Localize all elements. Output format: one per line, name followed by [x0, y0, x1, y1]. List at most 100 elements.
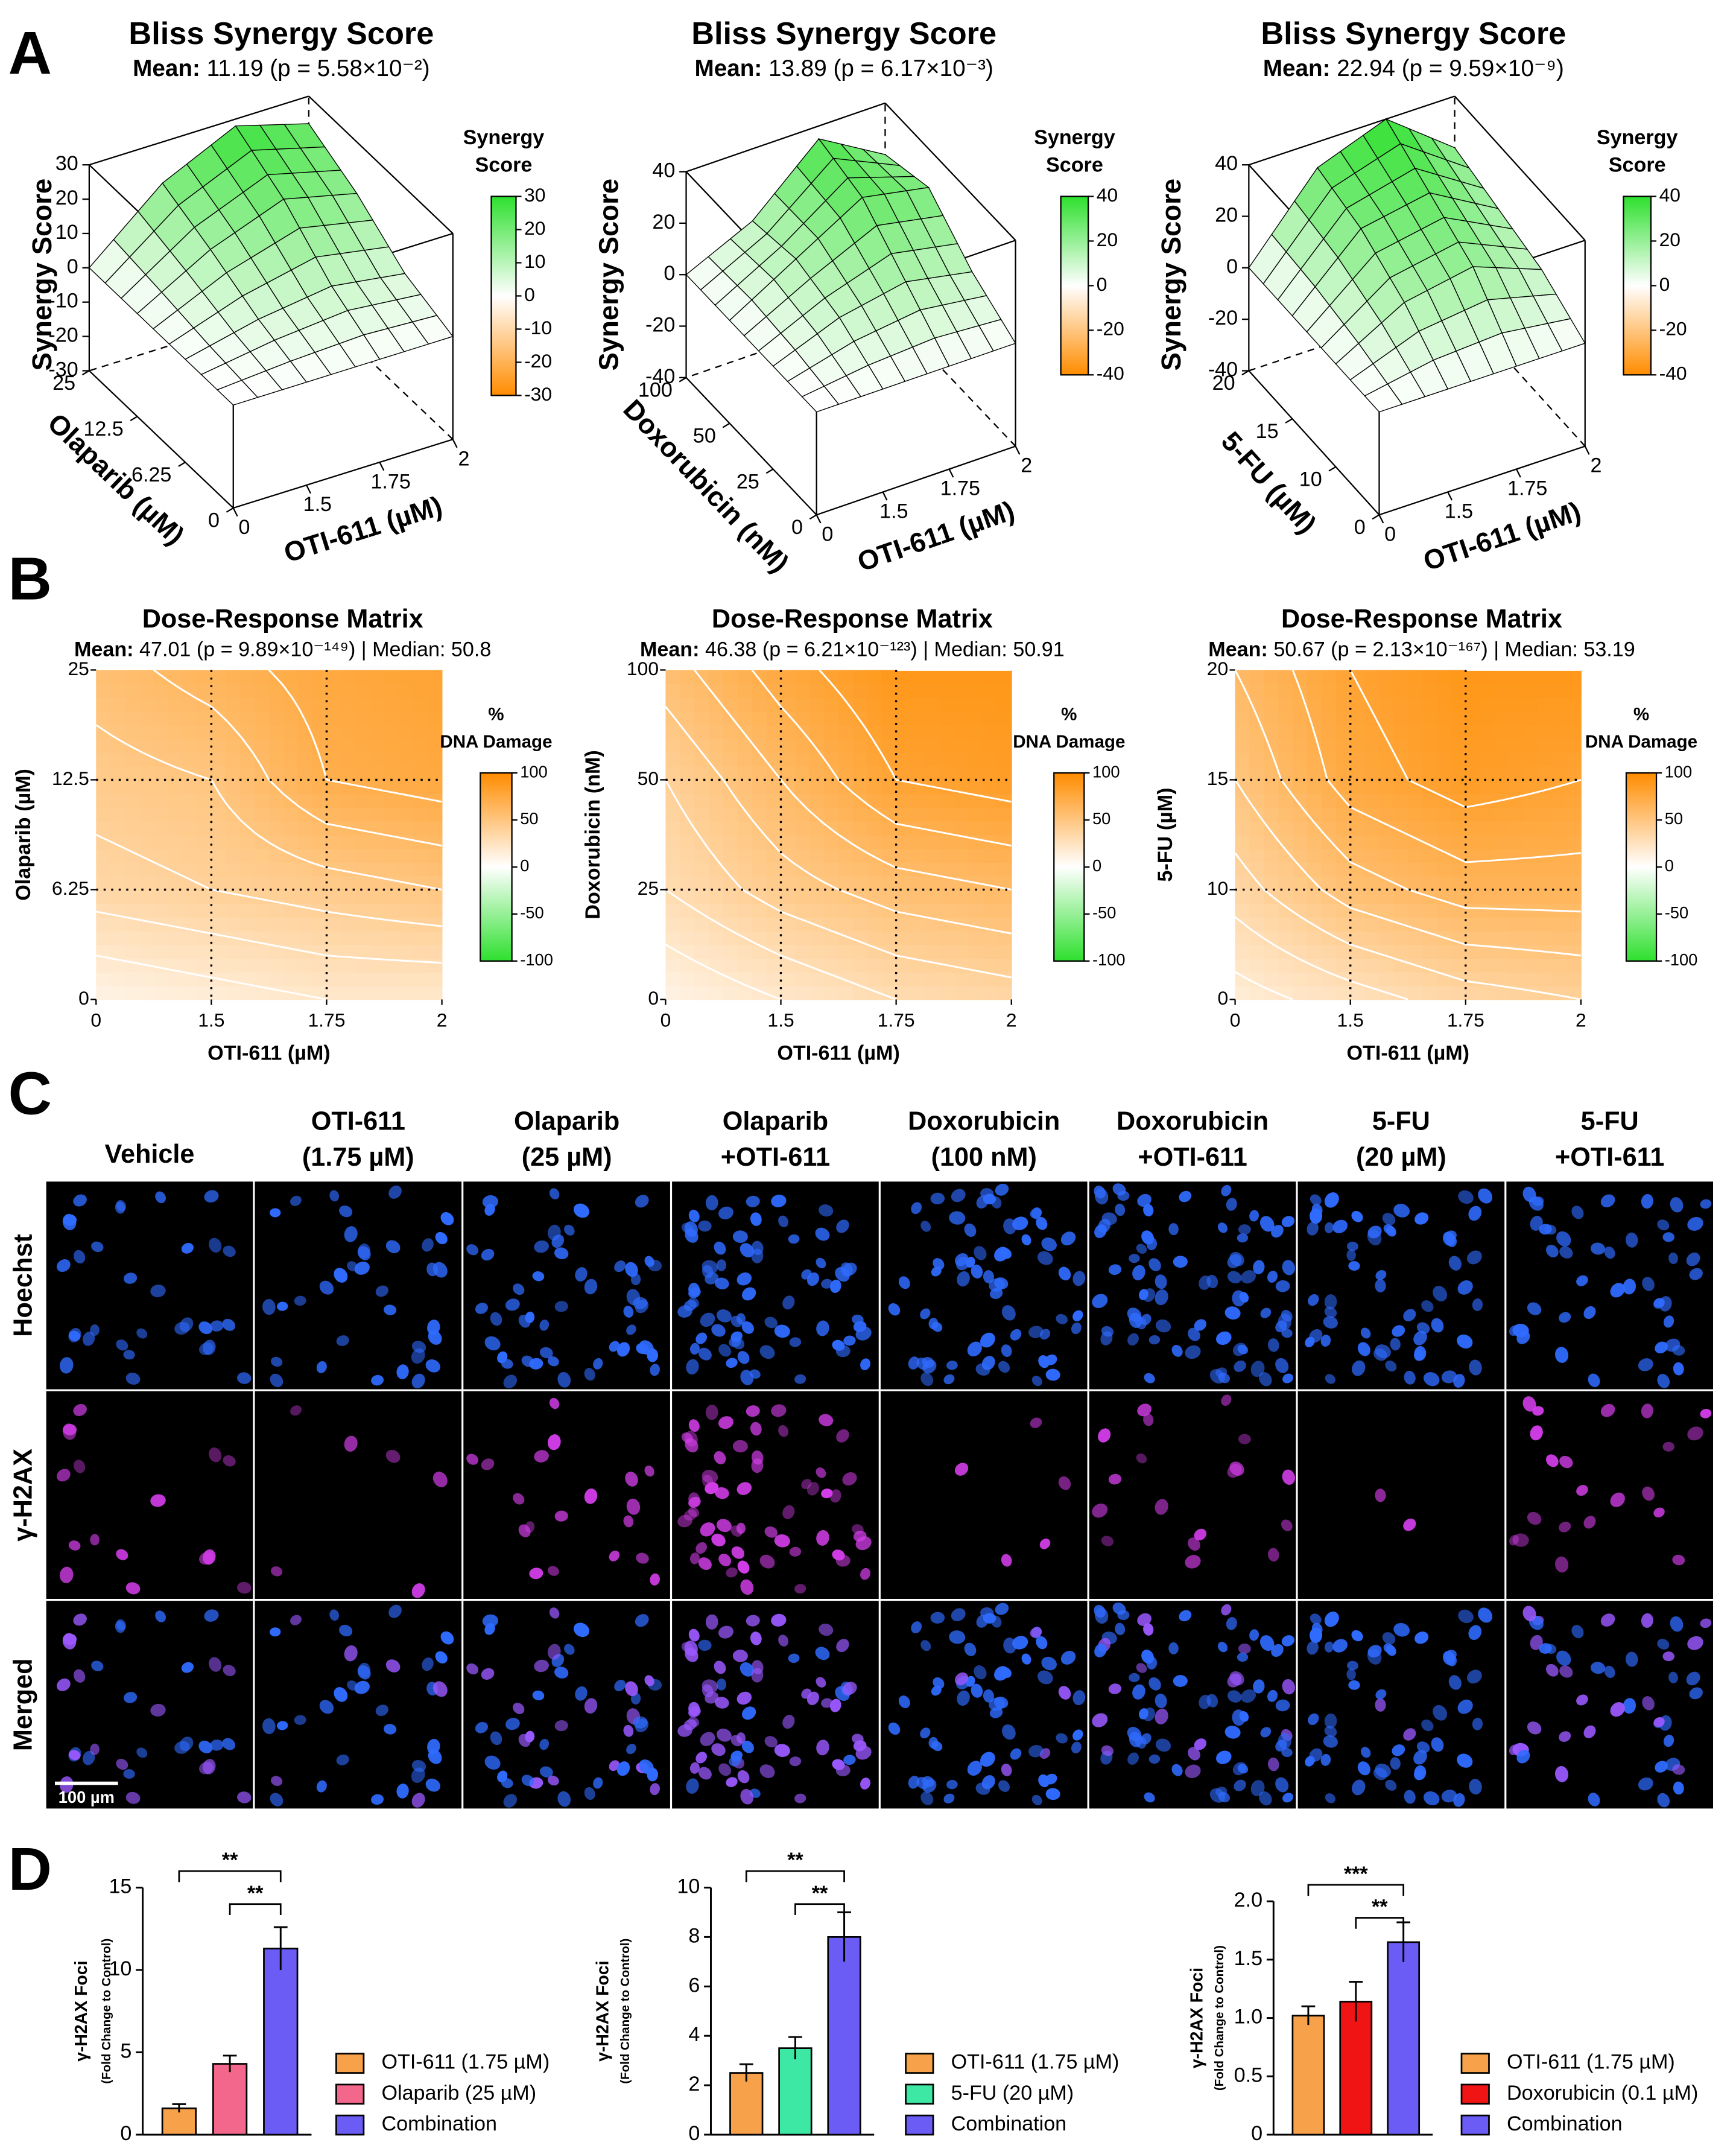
- nucleus: [1653, 1298, 1665, 1308]
- heat-cell: [809, 697, 825, 712]
- z-tick-label: 0: [67, 255, 78, 278]
- heat-cell: [824, 766, 839, 781]
- heat-cell: [283, 875, 299, 891]
- nucleus: [1457, 1280, 1473, 1295]
- colorbar-tick-label: 100: [520, 762, 548, 781]
- heat-cell: [139, 985, 154, 1000]
- heat-cell: [910, 848, 926, 863]
- x-tick-label: 1.5: [1445, 500, 1473, 523]
- nucleus: [1323, 1735, 1338, 1748]
- heat-cell: [427, 697, 443, 712]
- heat-cell: [766, 739, 782, 753]
- nucleus: [371, 1794, 384, 1805]
- y-tick-label: 5: [120, 2039, 131, 2062]
- heat-cell: [982, 985, 998, 1000]
- nucleus: [1144, 1373, 1155, 1384]
- nucleus: [998, 1780, 1010, 1792]
- heat-cell: [255, 766, 270, 781]
- nucleus: [1037, 1251, 1053, 1265]
- nucleus: [1041, 1237, 1057, 1251]
- heat-cell: [1523, 834, 1539, 850]
- heat-cell: [1408, 766, 1424, 781]
- nucleus: [1545, 1245, 1559, 1257]
- nucleus: [1071, 1741, 1082, 1754]
- heat-cell: [867, 889, 882, 904]
- heat-cell: [297, 793, 313, 808]
- heat-cell: [355, 711, 371, 726]
- heat-cell: [954, 725, 969, 740]
- nucleus: [702, 1684, 714, 1698]
- nucleus: [888, 1722, 901, 1735]
- nucleus: [525, 1521, 535, 1533]
- nucleus: [155, 1191, 166, 1203]
- heat-cell: [838, 862, 854, 877]
- z-tick-label: -20: [48, 324, 78, 347]
- nucleus: [716, 1259, 727, 1271]
- heat-cell: [1523, 862, 1539, 877]
- nucleus: [1036, 1216, 1048, 1230]
- heat-cell: [910, 752, 926, 767]
- heat-cell: [125, 807, 140, 822]
- heat-cell: [398, 780, 414, 795]
- heat-cell: [427, 821, 443, 836]
- heat-cell: [867, 821, 882, 836]
- heat-cell: [1523, 875, 1539, 891]
- nucleus: [726, 1358, 738, 1368]
- heat-cell: [384, 697, 399, 712]
- nucleus: [1403, 1728, 1416, 1741]
- nucleus: [1672, 1764, 1685, 1775]
- heat-cell: [168, 739, 183, 753]
- heat-cell: [1264, 917, 1279, 932]
- nucleus: [539, 1347, 553, 1359]
- nucleus: [1441, 1370, 1457, 1384]
- heat-cell: [125, 971, 140, 986]
- heat-cell: [996, 875, 1012, 891]
- nucleus: [836, 1639, 849, 1653]
- heat-cell: [1307, 807, 1322, 822]
- heat-cell: [297, 697, 313, 712]
- nucleus: [1433, 1704, 1448, 1721]
- heat-cell: [752, 930, 767, 945]
- nucleus: [1132, 1684, 1145, 1700]
- nucleus: [1232, 1709, 1246, 1726]
- heat-cell: [723, 739, 738, 753]
- heat-cell: [370, 971, 385, 986]
- nucleus: [1576, 1275, 1588, 1286]
- nucleus: [1357, 1342, 1370, 1356]
- heat-cell: [881, 985, 897, 1000]
- nucleus: [898, 1276, 910, 1289]
- nucleus: [1227, 1690, 1242, 1703]
- heat-cell: [1422, 807, 1437, 822]
- heat-cell: [954, 930, 969, 945]
- heat-cell: [1451, 725, 1466, 740]
- heat-cell: [341, 848, 356, 863]
- heat-cell: [795, 944, 811, 959]
- heat-cell: [939, 711, 955, 726]
- column-header: +OTI-611: [721, 1143, 830, 1172]
- heat-cell: [1509, 752, 1524, 767]
- heat-cell: [867, 697, 882, 712]
- heat-cell: [110, 821, 125, 836]
- heat-cell: [355, 889, 371, 904]
- heat-cell: [852, 848, 868, 863]
- heat-cell: [1278, 684, 1294, 698]
- chart-subtitle: Mean: 46.38 (p = 6.21×10⁻¹²³) | Median: …: [640, 638, 1065, 661]
- heat-cell: [297, 903, 313, 918]
- nucleus: [1663, 1315, 1674, 1328]
- heat-cell: [1278, 930, 1294, 945]
- heat-cell: [197, 889, 212, 904]
- heat-cell: [896, 958, 911, 973]
- heat-cell: [968, 725, 983, 740]
- heat-cell: [665, 697, 681, 712]
- nucleus: [821, 1488, 833, 1499]
- heat-cell: [1480, 971, 1495, 986]
- nucleus: [750, 1422, 762, 1436]
- nucleus: [68, 1330, 81, 1341]
- heat-cell: [398, 985, 414, 1000]
- heat-cell: [1408, 985, 1424, 1000]
- nucleus: [1390, 1338, 1401, 1351]
- heat-cell: [781, 725, 796, 740]
- nucleus: [1249, 1210, 1259, 1222]
- nucleus: [636, 1552, 649, 1564]
- nucleus: [1003, 1638, 1016, 1654]
